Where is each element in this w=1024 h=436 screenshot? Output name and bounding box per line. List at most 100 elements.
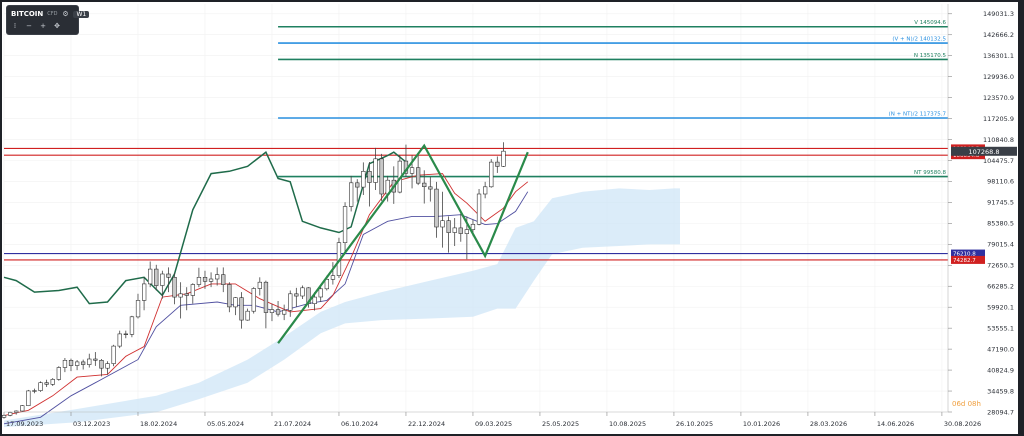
target-level-label: NT 99580.8 [914,170,946,176]
price-line-tag: 76210.8 [953,252,976,258]
candle-body [495,161,500,167]
y-tick-label: 28094.7 [987,408,1014,416]
candle-body [87,358,92,365]
candle-body [215,274,220,280]
candle-body [105,363,110,369]
candle-body [379,158,384,195]
nt-wave-pattern [277,143,529,344]
candle-body [227,284,232,308]
candle-body [367,171,372,183]
x-tick-label: 05.05.2024 [207,420,244,428]
price-line-tag-bg [951,249,985,258]
candle-body [160,273,165,286]
y-tick-label: 34459.8 [987,387,1014,395]
y-tick-label: 85380.5 [987,220,1014,228]
x-tick-label: 30.08.2026 [944,420,981,428]
candle-body [68,359,74,366]
countdown-watermark: 06d 08h [952,400,981,408]
y-tick-label: 117205.9 [983,115,1014,123]
candle-body [361,171,366,188]
y-tick-label: 110840.8 [983,136,1014,144]
y-tick-label: 123570.9 [983,94,1014,102]
y-tick-label: 91745.5 [987,199,1014,207]
symbol-toolbar: BITCOIN CFD ⚙ W1 ⁞ − + ✥ [6,5,90,35]
candle-body [312,296,317,305]
candle-body [355,182,360,188]
y-tick-label: 47190.0 [987,345,1014,353]
candle-body [482,186,488,195]
candle-body [26,390,31,406]
candle-body [251,288,256,312]
target-level-label: (N + NT)/2 117375.7 [889,112,947,118]
candle-body [196,276,202,285]
candle-body [75,361,80,366]
candle-body [342,206,348,244]
kijun-sen-line [3,191,529,425]
candle-body [142,283,147,301]
candle-body [50,379,55,385]
y-tick-label: 98110.6 [987,178,1014,186]
crosshair-icon[interactable]: ✥ [54,22,60,30]
candle-body [458,227,463,234]
candle-body [99,359,104,369]
price-line-tag: 106094.6 [953,153,980,159]
x-tick-label: 21.07.2024 [274,420,311,428]
candle-body [123,333,129,335]
candle-body [239,297,244,321]
candle-body [330,275,336,280]
x-tick-label: 28.03.2026 [810,420,847,428]
candle-body [172,276,177,298]
tenkan-sen-line [3,173,529,417]
candle-body [263,281,269,313]
x-tick-label: 10.08.2025 [609,420,646,428]
interval-selector[interactable]: W1 [73,10,90,18]
x-tick-label: 10.01.2026 [743,420,780,428]
candle-body [32,390,37,392]
menu-icon[interactable]: ⁞ [13,22,17,30]
price-line-tag-bg [951,255,985,264]
candle-body [190,284,196,296]
x-tick-label: 25.05.2025 [542,420,579,428]
candle-body [476,193,482,225]
candle-body [452,227,457,233]
x-tick-label: 26.10.2025 [676,420,713,428]
candle-body [281,309,287,315]
candle-body [245,310,250,321]
candle-body [8,412,13,416]
candle-body [422,182,427,188]
candle-body [233,297,238,308]
y-tick-label: 53555.1 [987,324,1014,332]
x-tick-label: 03.12.2023 [73,420,110,428]
candle-body [221,274,226,285]
candle-body [56,367,62,380]
target-level-label: (V + N)/2 140132.5 [892,37,946,43]
x-tick-label: 17.09.2023 [6,420,43,428]
candle-body [288,293,293,311]
candle-body [464,229,470,234]
candle-body [428,186,433,190]
candle-body [300,287,305,297]
zoom-out-icon[interactable]: − [26,22,32,30]
candle-body [135,300,141,318]
candle-body [269,309,275,313]
zoom-in-icon[interactable]: + [40,22,46,30]
symbol-name[interactable]: BITCOIN [11,10,44,18]
y-tick-label: 149031.3 [983,10,1014,18]
settings-icon[interactable]: ⚙ [62,10,69,18]
x-tick-label: 14.06.2026 [877,420,914,428]
x-tick-label: 09.03.2025 [475,420,512,428]
candle-body [111,345,116,364]
y-tick-label: 59920.1 [987,304,1014,312]
candle-body [44,382,49,385]
x-tick-label: 18.02.2024 [140,420,177,428]
candle-body [93,358,98,361]
candle-body [501,150,506,167]
candle-body [178,293,183,298]
candle-body [294,293,299,297]
candle-body [489,161,494,188]
target-level-label: V 145094.6 [914,20,946,26]
y-tick-label: 79015.4 [987,241,1014,249]
